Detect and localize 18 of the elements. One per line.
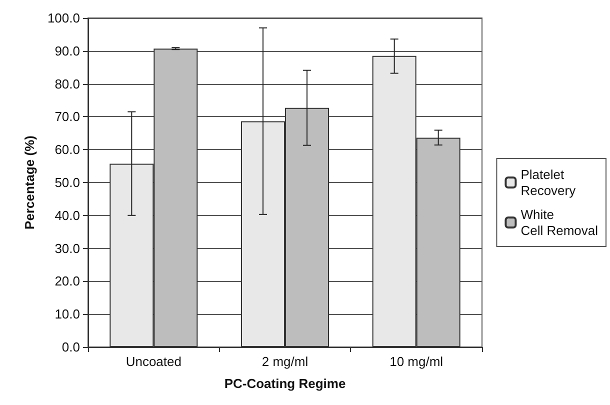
- legend-label: Platelet Recovery: [520, 167, 576, 198]
- y-tick-label: 60.0: [54, 142, 80, 158]
- y-tick-label: 100.0: [47, 10, 80, 26]
- y-tick-label: 10.0: [54, 306, 80, 322]
- y-axis-title: Percentage (%): [22, 136, 37, 230]
- y-tick-label: 30.0: [54, 240, 80, 256]
- y-tick-label: 70.0: [54, 109, 80, 124]
- y-tick-label: 20.0: [54, 274, 80, 289]
- y-tick-label: 80.0: [54, 76, 80, 92]
- legend-label: White Cell Removal: [520, 207, 598, 238]
- x-tick-label: 2 mg/ml: [262, 354, 308, 369]
- y-tick-label: 90.0: [54, 43, 80, 58]
- y-tick-label: 50.0: [54, 175, 80, 190]
- x-tick-label: 10 mg/ml: [390, 354, 444, 369]
- x-axis-title: PC-Coating Regime: [224, 376, 346, 391]
- y-tick-label: 40.0: [54, 208, 80, 223]
- y-tick-label: 0.0: [62, 340, 80, 354]
- x-tick-label: Uncoated: [126, 354, 182, 369]
